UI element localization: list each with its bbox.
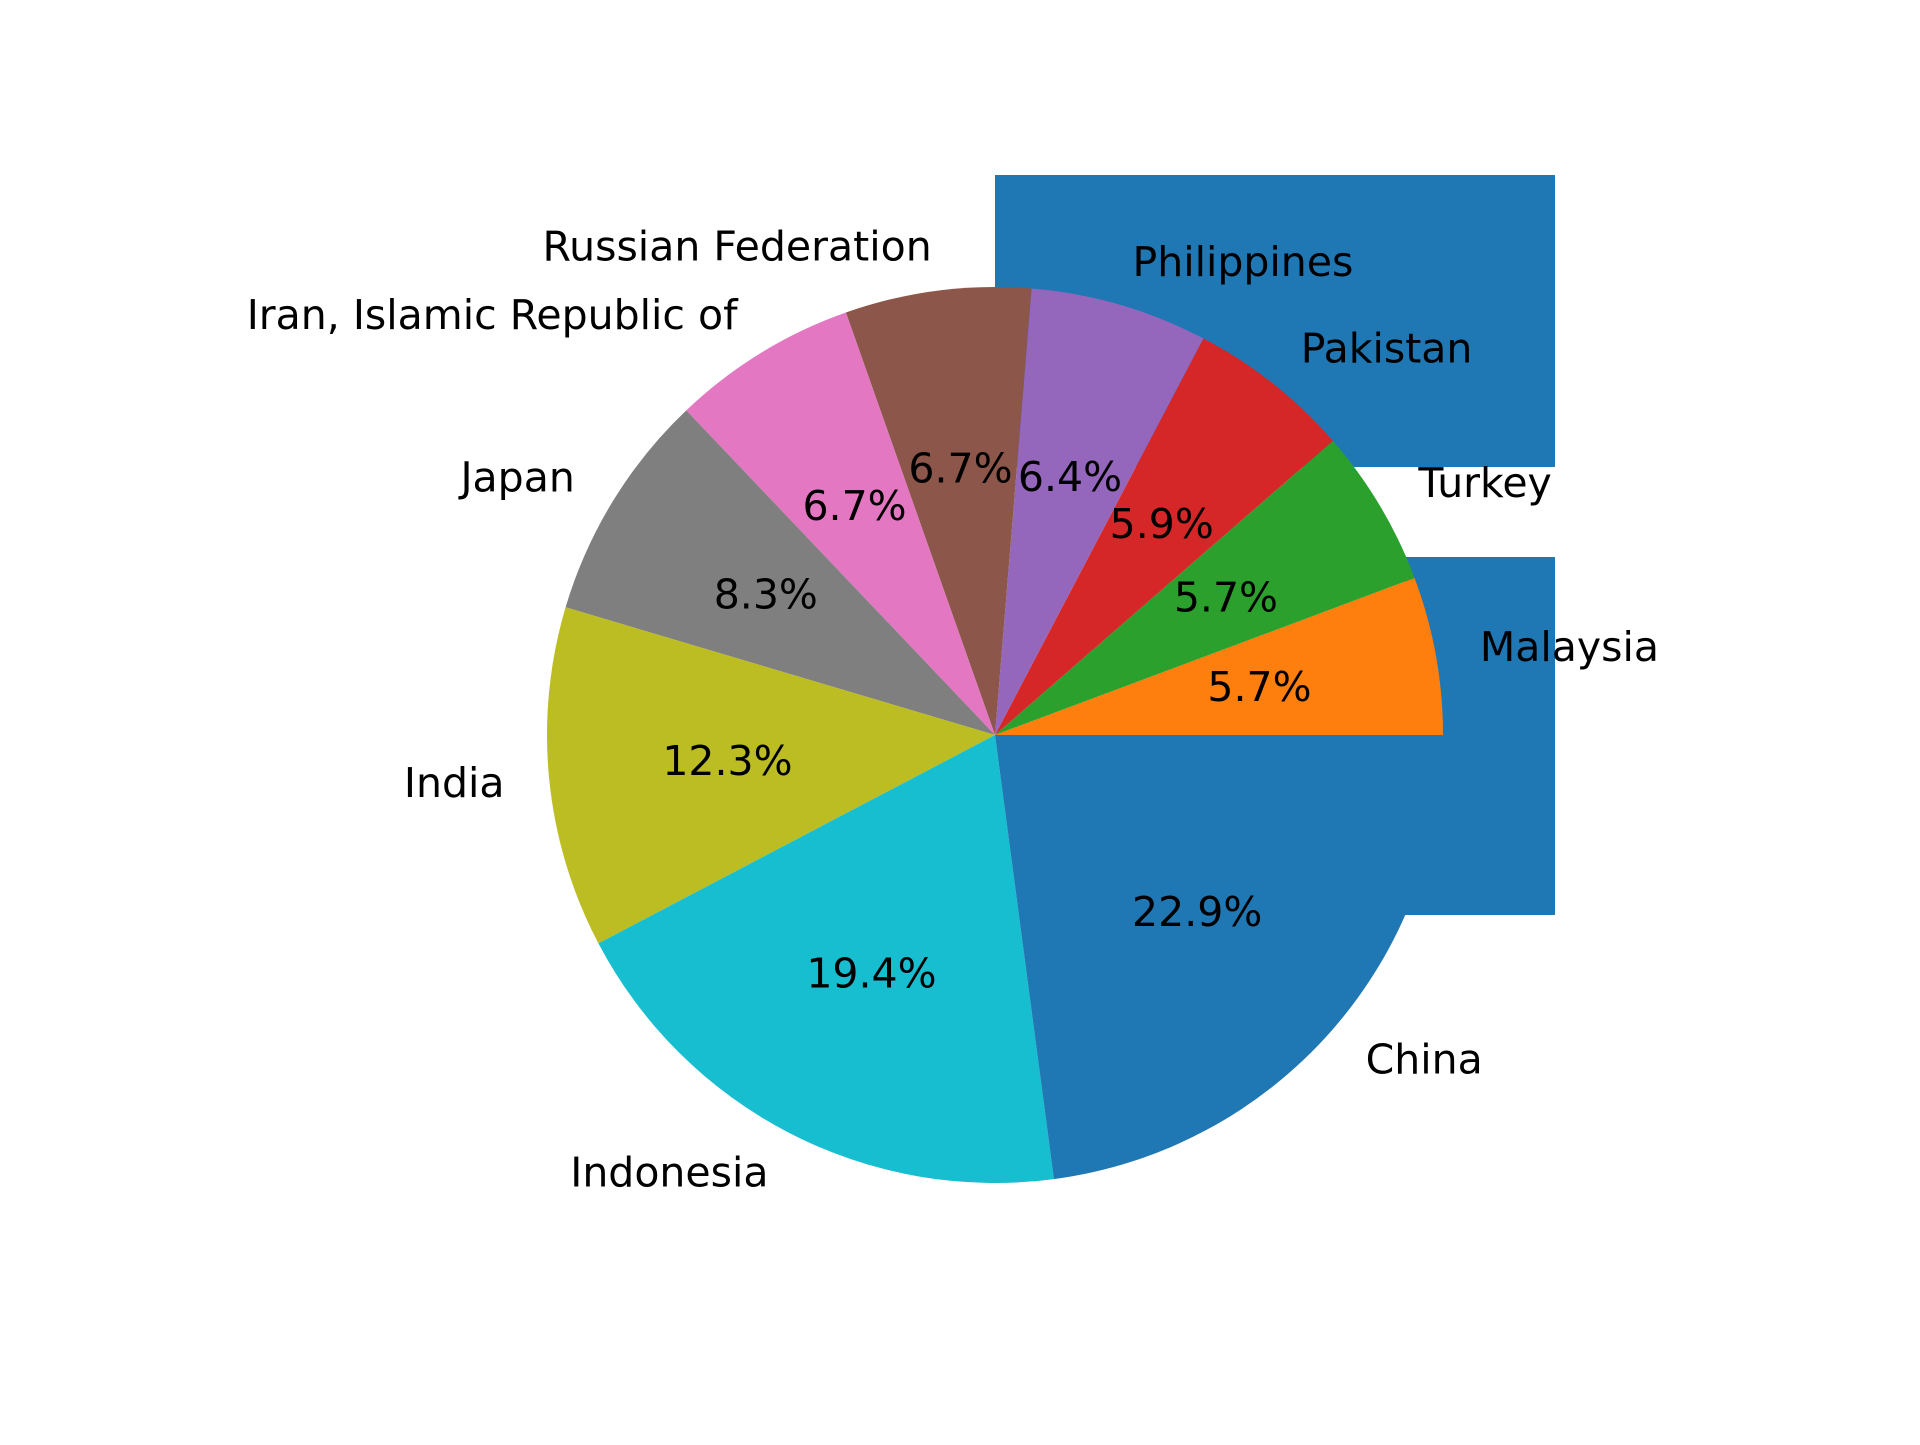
slice-percent-label: 19.4%: [806, 950, 936, 998]
slice-label: India: [404, 759, 505, 807]
pie-labels: Malaysia 5.7% Turkey 5.7% Pakistan 5.9% Philip…: [247, 222, 1659, 1196]
pie-slices: [547, 286, 1443, 1183]
slice-percent-label: 6.7%: [802, 482, 906, 530]
pie-slice-6: [565, 410, 995, 735]
slice-label: Russian Federation: [542, 222, 931, 270]
slice-percent-label: 22.9%: [1132, 888, 1262, 936]
slice-label: Malaysia: [1480, 623, 1659, 671]
slice-label: Japan: [457, 454, 574, 502]
pie-slice-2: [995, 338, 1333, 735]
pie-slice-1: [995, 440, 1415, 735]
slice-percent-label: 5.7%: [1207, 663, 1311, 711]
pie-slice-3: [995, 288, 1204, 735]
slice-label: Iran, Islamic Republic of: [247, 291, 739, 339]
slice-percent-label: 5.7%: [1174, 573, 1278, 621]
slice-label: Philippines: [1132, 238, 1353, 286]
slice-label: Pakistan: [1301, 324, 1473, 372]
pie-slice-9: [995, 735, 1443, 1180]
slice-percent-label: 12.3%: [662, 737, 792, 785]
pie-slice-8: [598, 735, 1054, 1183]
slice-label: China: [1366, 1036, 1483, 1084]
pie-slice-5: [686, 312, 995, 735]
slice-percent-label: 8.3%: [714, 571, 818, 619]
slice-label: Indonesia: [570, 1149, 768, 1197]
slice-label: Turkey: [1417, 459, 1551, 507]
pie-slice-4: [845, 286, 1032, 735]
slice-percent-label: 6.4%: [1018, 453, 1122, 501]
slice-percent-label: 6.7%: [908, 444, 1012, 492]
pie-slice-0: [995, 577, 1443, 735]
pie-slice-7: [547, 607, 995, 944]
slice-percent-label: 5.9%: [1110, 500, 1214, 548]
